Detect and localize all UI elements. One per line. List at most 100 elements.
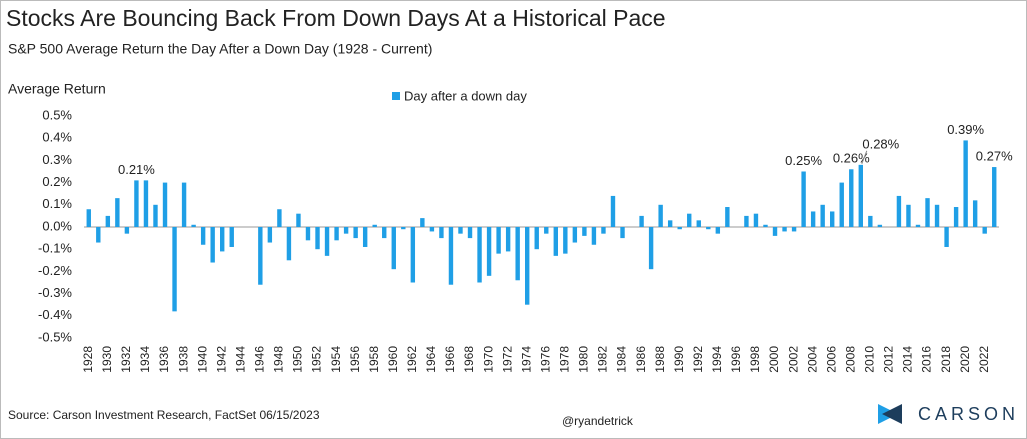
bar xyxy=(343,227,349,234)
bar xyxy=(620,227,625,239)
bar xyxy=(143,180,149,227)
y-tick-label: -0.1% xyxy=(38,241,72,256)
x-tick-label: 1970 xyxy=(481,346,495,373)
x-tick-label: 1960 xyxy=(386,346,400,373)
y-tick-label: -0.2% xyxy=(38,263,72,278)
bar xyxy=(86,209,91,227)
bar xyxy=(334,227,339,241)
bar xyxy=(696,220,701,227)
leader-line xyxy=(861,150,868,165)
bar xyxy=(324,227,330,256)
bar xyxy=(820,204,825,227)
x-tick-label: 1956 xyxy=(348,346,362,373)
bar xyxy=(439,227,444,239)
bar xyxy=(753,213,759,227)
y-tick-label: 0.5% xyxy=(42,107,72,122)
y-tick-label: 0.3% xyxy=(42,152,72,167)
x-tick-label: 1980 xyxy=(577,346,591,373)
bar xyxy=(906,204,911,227)
logo: CARSON xyxy=(878,404,1015,424)
y-tick-label: 0.2% xyxy=(42,174,72,189)
bar xyxy=(220,227,225,252)
bar xyxy=(162,182,168,227)
bar xyxy=(658,204,663,227)
bar xyxy=(944,227,949,247)
bar xyxy=(667,220,673,227)
bar xyxy=(296,213,301,227)
bar xyxy=(849,169,854,227)
bar xyxy=(286,227,292,261)
x-tick-label: 1992 xyxy=(691,346,705,373)
subtitle: S&P 500 Average Return the Day After a D… xyxy=(8,41,432,57)
bar xyxy=(925,198,930,227)
bar xyxy=(591,227,597,245)
bar xyxy=(601,227,606,234)
bar xyxy=(172,227,177,312)
x-tick-label: 1934 xyxy=(138,346,152,373)
x-tick-label: 2018 xyxy=(939,346,953,373)
bar xyxy=(963,140,968,227)
bar xyxy=(982,227,987,234)
x-tick-label: 1964 xyxy=(424,346,438,373)
bar xyxy=(477,227,482,283)
y-tick-label: -0.4% xyxy=(38,307,72,322)
bar xyxy=(830,211,835,227)
bar xyxy=(315,227,320,250)
bar xyxy=(572,227,578,243)
bar xyxy=(763,224,768,227)
bar xyxy=(772,227,778,236)
x-tick-label: 1928 xyxy=(81,346,95,373)
bar xyxy=(362,227,368,247)
bar xyxy=(877,224,883,227)
x-tick-label: 2006 xyxy=(824,346,838,373)
x-tick-label: 1954 xyxy=(329,346,343,373)
bar xyxy=(115,198,120,227)
x-tick-label: 2002 xyxy=(786,346,800,373)
y-tick-label: -0.3% xyxy=(38,285,72,300)
bar xyxy=(420,218,425,227)
bar xyxy=(372,224,377,227)
x-tick-label: 1950 xyxy=(291,346,305,373)
bar xyxy=(467,227,473,239)
x-tick-label: 2004 xyxy=(805,346,819,373)
bar xyxy=(448,227,454,285)
bar xyxy=(858,164,863,227)
bar xyxy=(124,227,130,234)
bar xyxy=(782,227,787,232)
data-label: 0.26% xyxy=(833,151,870,166)
bar xyxy=(486,227,492,276)
y-tick-label: 0.4% xyxy=(42,130,72,145)
bar xyxy=(229,227,234,247)
bar xyxy=(972,200,978,227)
bar xyxy=(610,195,616,227)
bar xyxy=(810,211,816,227)
x-tick-label: 1968 xyxy=(462,346,476,373)
chart-title: Stocks Are Bouncing Back From Down Days … xyxy=(6,5,666,31)
y-axis-label: Average Return xyxy=(8,81,106,97)
bar xyxy=(791,227,797,232)
x-tick-label: 1942 xyxy=(214,346,228,373)
bar xyxy=(382,227,387,239)
x-tick-label: 2010 xyxy=(863,346,877,373)
data-label: 0.25% xyxy=(785,153,822,168)
x-tick-label: 1976 xyxy=(538,346,552,373)
bar xyxy=(458,227,463,234)
bar xyxy=(706,227,711,230)
bar xyxy=(210,227,215,263)
bar xyxy=(563,227,568,254)
x-tick-label: 2008 xyxy=(843,346,857,373)
x-tick-label: 1946 xyxy=(253,346,267,373)
bar xyxy=(515,227,520,281)
bar xyxy=(525,227,530,305)
credit: @ryandetrick xyxy=(562,414,634,428)
bar xyxy=(200,227,206,245)
x-tick-label: 1966 xyxy=(443,346,457,373)
bar xyxy=(553,227,558,256)
bar xyxy=(181,182,187,227)
x-tick-label: 2014 xyxy=(901,346,915,373)
x-tick-label: 1972 xyxy=(500,346,514,373)
bar xyxy=(153,204,158,227)
x-tick-label: 1990 xyxy=(672,346,686,373)
data-label: 0.27% xyxy=(976,148,1013,163)
x-tick-label: 1932 xyxy=(119,346,133,373)
